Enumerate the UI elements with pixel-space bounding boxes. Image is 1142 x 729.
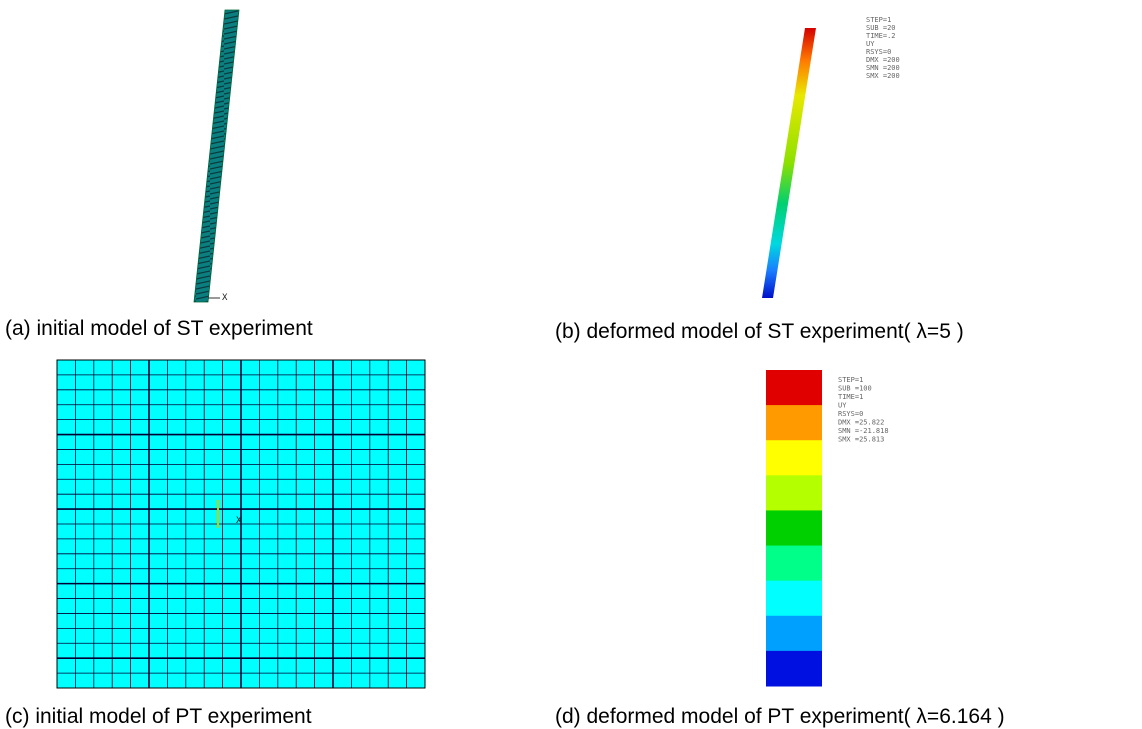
note-line: STEP=1: [866, 16, 891, 24]
page: {"panels": [ {"caption": "(a) initial mo…: [0, 0, 1142, 729]
note-line: SMX =200: [866, 72, 900, 80]
contour-band: [766, 475, 822, 511]
contour-band: [766, 370, 822, 406]
note-line: DMX =25.822: [838, 419, 884, 427]
note-line: TIME=.2: [866, 32, 896, 40]
axis-label: X: [222, 293, 228, 303]
note-line: SUB =100: [838, 385, 872, 393]
note-line: TIME=1: [838, 393, 863, 401]
contour-band: [766, 440, 822, 476]
caption: (a) initial model of ST experiment: [5, 317, 313, 340]
note-line: STEP=1: [838, 376, 863, 384]
figure: X (a) initial model of ST experiment STE…: [0, 0, 1142, 729]
contour-band: [766, 651, 822, 687]
contour-band: [766, 510, 822, 546]
note-line: SMX =25.813: [838, 436, 884, 444]
column-deformed-pt: [766, 370, 822, 687]
contour-band: [766, 616, 822, 652]
note-line: SUB =20: [866, 24, 896, 32]
note-line: RSYS=0: [866, 48, 891, 56]
note-line: RSYS=0: [838, 410, 863, 418]
caption: (b) deformed model of ST experiment( λ=5…: [555, 320, 964, 343]
note-line: SMN =-21.818: [838, 427, 889, 435]
note-line: SMN =200: [866, 64, 900, 72]
axis-label: X: [236, 516, 242, 526]
note-line: UY: [866, 40, 875, 48]
caption: (c) initial model of PT experiment: [5, 705, 312, 728]
contour-band: [766, 405, 822, 441]
note-line: UY: [838, 402, 847, 410]
note-line: DMX =200: [866, 56, 900, 64]
caption: (d) deformed model of PT experiment( λ=6…: [555, 705, 1005, 728]
column-deformed-st: [762, 28, 816, 298]
contour-band: [766, 581, 822, 617]
column-initial-st: [194, 10, 239, 302]
contour-band: [766, 546, 822, 582]
